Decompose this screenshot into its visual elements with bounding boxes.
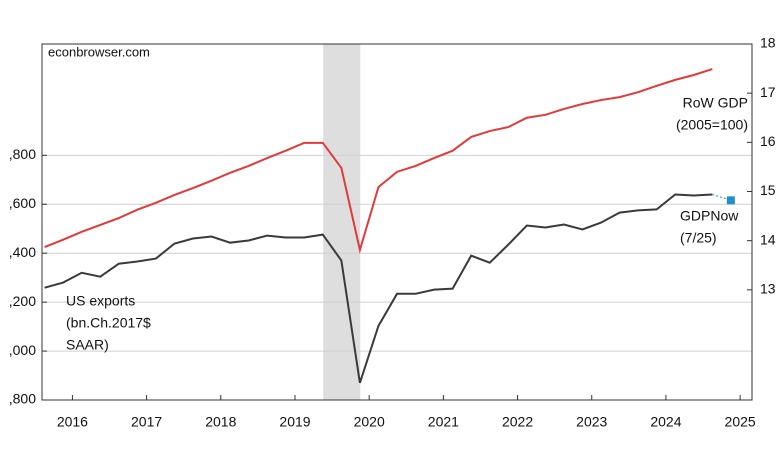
- series-label: US exports: [66, 293, 135, 309]
- x-tick-label: 2021: [428, 414, 459, 430]
- x-tick-label: 2020: [354, 414, 385, 430]
- y2-tick-label: 17: [760, 84, 776, 100]
- y-tick-label: ,800: [9, 391, 36, 407]
- series-label: RoW GDP: [683, 95, 748, 111]
- forecast-note: (7/25): [680, 230, 717, 246]
- watermark: econbrowser.com: [48, 44, 150, 59]
- x-tick-label: 2017: [131, 414, 162, 430]
- y2-tick-label: 16: [760, 133, 776, 149]
- forecast-label: GDPNow: [680, 208, 739, 224]
- series-line: [44, 193, 713, 384]
- y2-tick-label: 13: [760, 281, 776, 297]
- y2-tick-label: 18: [760, 35, 776, 51]
- series-note: (bn.Ch.2017$: [66, 315, 151, 331]
- series-note: SAAR): [66, 337, 109, 353]
- x-tick-label: 2018: [205, 414, 236, 430]
- y-tick-label: ,200: [9, 293, 36, 309]
- forecast-point: [726, 196, 735, 205]
- x-tick-label: 2016: [57, 414, 88, 430]
- y2-tick-label: 15: [760, 182, 776, 198]
- y-tick-label: ,800: [9, 146, 36, 162]
- x-tick-label: 2023: [576, 414, 607, 430]
- x-tick-label: 2019: [279, 414, 310, 430]
- y-tick-label: ,400: [9, 244, 36, 260]
- x-tick-label: 2025: [725, 414, 756, 430]
- y-tick-label: ,000: [9, 342, 36, 358]
- x-tick-label: 2022: [502, 414, 533, 430]
- series-line: [44, 68, 713, 255]
- x-tick-label: 2024: [650, 414, 681, 430]
- series-note: (2005=100): [676, 117, 748, 133]
- y-tick-label: ,600: [9, 195, 36, 211]
- plot-frame: [41, 43, 753, 401]
- y2-tick-label: 14: [760, 231, 776, 247]
